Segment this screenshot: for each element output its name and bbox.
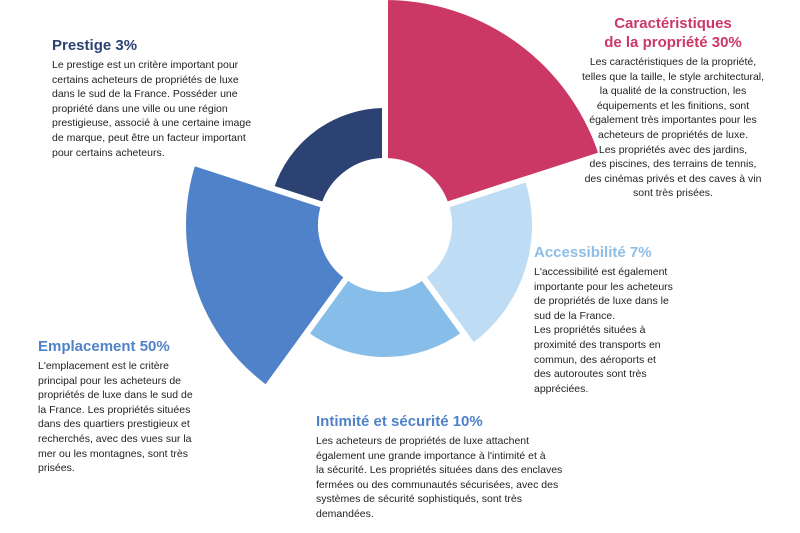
segment-int	[301, 272, 469, 363]
center-hole	[323, 163, 447, 287]
legend-block-intimite: Intimité et sécurité 10% Les acheteurs d…	[316, 412, 586, 522]
label-caracteristiques-line-2: de la propriété 30%	[604, 34, 742, 51]
label-caracteristiques-line-1: Caractéristiques	[614, 15, 732, 32]
segment-acc	[418, 174, 538, 351]
segment-emp	[180, 158, 352, 393]
legend-block-accessibilite: Accessibilité 7% L'accessibilité est éga…	[534, 243, 684, 396]
description-emplacement: L'emplacement est le critère principal p…	[38, 360, 193, 475]
description-accessibilite: L'accessibilité est également importante…	[534, 266, 673, 395]
description-intimite: Les acheteurs de propriétés de luxe atta…	[316, 435, 563, 520]
legend-block-emplacement: Emplacement 50% L'emplacement est le cri…	[38, 337, 213, 476]
legend-block-prestige: Prestige 3% Le prestige est un critère i…	[52, 36, 267, 160]
label-prestige: Prestige 3%	[52, 37, 138, 54]
legend-block-caracteristiques: Caractéristiques de la propriété 30% Les…	[573, 14, 773, 201]
label-caracteristiques: Caractéristiques de la propriété 30%	[573, 14, 773, 52]
label-accessibilite: Accessibilité 7%	[534, 244, 652, 261]
description-prestige: Le prestige est un critère important pou…	[52, 59, 252, 159]
description-caracteristiques: Les caractéristiques de la propriété, te…	[581, 56, 765, 200]
segment-pre	[267, 101, 388, 210]
label-emplacement: Emplacement 50%	[38, 338, 170, 355]
label-intimite: Intimité et sécurité 10%	[316, 413, 483, 430]
segment-car	[382, 0, 606, 210]
